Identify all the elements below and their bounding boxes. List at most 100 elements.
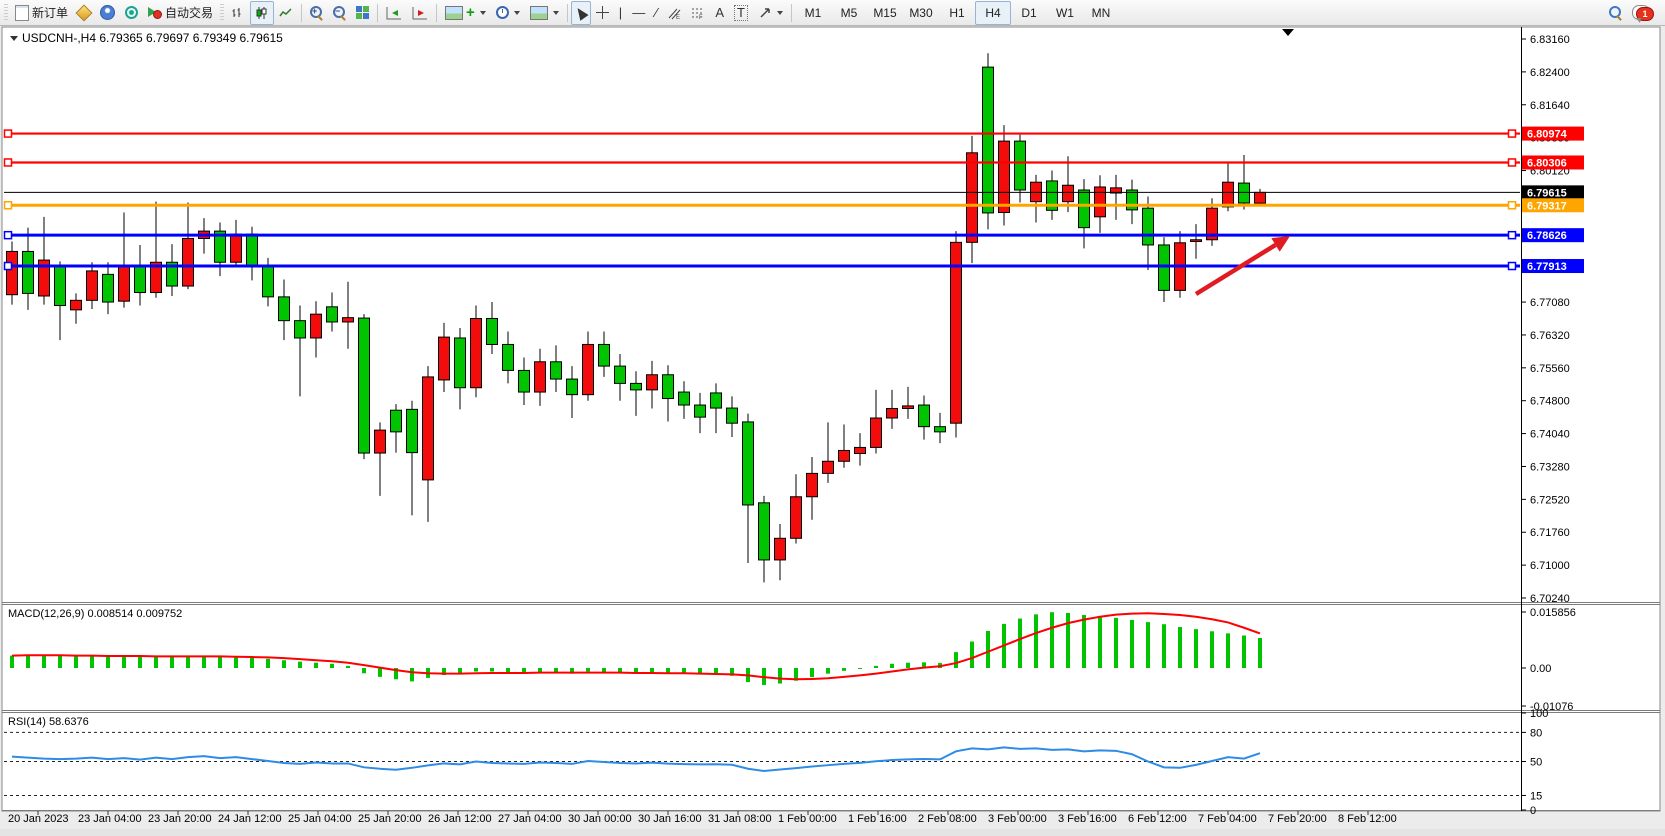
text-tool-button[interactable]: A: [710, 1, 729, 25]
market-button[interactable]: [73, 1, 95, 25]
auto-trading-button[interactable]: 自动交易: [143, 1, 218, 25]
trend-arrow-annotation[interactable]: [1194, 236, 1290, 296]
candle: [102, 273, 114, 303]
line-handle[interactable]: [3, 261, 13, 271]
line-handle[interactable]: [1507, 201, 1517, 210]
tf-button-H1[interactable]: H1: [949, 5, 965, 20]
candle: [854, 446, 866, 454]
svg-text:8 Feb 12:00: 8 Feb 12:00: [1338, 813, 1397, 825]
rsi-levels: [4, 731, 1520, 796]
periods-button[interactable]: [491, 1, 525, 25]
horizontal-line-tool-button[interactable]: —: [627, 1, 650, 25]
vertical-line-tool-button[interactable]: |: [614, 1, 627, 25]
candle: [950, 241, 962, 424]
arrow-objects-button[interactable]: [753, 1, 788, 25]
chart-shift-button[interactable]: [407, 1, 433, 25]
new-order-button[interactable]: 新订单: [10, 1, 73, 25]
line-handle[interactable]: [1507, 129, 1517, 138]
svg-text:20 Jan 2023: 20 Jan 2023: [8, 813, 69, 825]
svg-text:0: 0: [1530, 805, 1536, 817]
zoom-out-button[interactable]: −: [328, 1, 351, 25]
line-handle[interactable]: [3, 230, 13, 240]
broadcast-button[interactable]: [120, 1, 143, 25]
crosshair-tool-button[interactable]: [591, 1, 614, 25]
notification-bubble-icon: 1: [1632, 5, 1654, 23]
macd-scale[interactable]: 0.015856 0.00 -0.01076: [1521, 607, 1576, 713]
search-button[interactable]: [1604, 1, 1627, 25]
notification-badge: 1: [1636, 7, 1654, 21]
auto-scroll-button[interactable]: [381, 1, 407, 25]
tf-button-W1[interactable]: W1: [1055, 5, 1074, 20]
notifications-button[interactable]: 1: [1627, 1, 1655, 25]
svg-text:6.83160: 6.83160: [1530, 34, 1570, 46]
svg-text:3 Feb 16:00: 3 Feb 16:00: [1058, 813, 1117, 825]
zoom-in-button[interactable]: +: [305, 1, 328, 25]
svg-text:6.81640: 6.81640: [1530, 100, 1570, 112]
price-line-6.80306[interactable]: [3, 158, 1520, 167]
tile-windows-icon: [356, 6, 370, 19]
line-handle[interactable]: [3, 158, 13, 167]
tf-button-MN[interactable]: MN: [1091, 5, 1111, 20]
svg-text:24 Jan 12:00: 24 Jan 12:00: [218, 813, 282, 825]
channel-icon: E: [668, 8, 681, 20]
shift-triangle-icon[interactable]: [1282, 29, 1294, 36]
top-toolbar: 新订单 自动交易 + − + | — ∕ E F A T: [0, 0, 1665, 26]
tf-button-M5[interactable]: M5: [840, 5, 858, 20]
candlestick-icon: [256, 6, 267, 19]
candle: [870, 417, 882, 448]
templates-button[interactable]: [525, 1, 564, 25]
chart-dropdown-icon[interactable]: [10, 35, 18, 41]
svg-text:6.82400: 6.82400: [1530, 67, 1570, 79]
price-line-6.78626[interactable]: [3, 230, 1520, 240]
price-line-6.79317[interactable]: [3, 201, 1520, 210]
candle: [326, 306, 338, 323]
plus-icon: +: [466, 4, 475, 21]
add-indicator-button[interactable]: +: [440, 1, 491, 25]
candle: [1078, 189, 1090, 229]
svg-text:6.77913: 6.77913: [1527, 261, 1567, 273]
rsi-scale[interactable]: 100 80 50 15 0: [1521, 708, 1548, 817]
svg-text:2 Feb 08:00: 2 Feb 08:00: [918, 813, 977, 825]
cursor-tool-button[interactable]: [570, 0, 591, 25]
price-tag-6.79615: 6.79615: [1522, 185, 1584, 200]
line-handle[interactable]: [1507, 230, 1517, 240]
candle: [598, 343, 610, 367]
candle: [502, 343, 514, 371]
line-handle[interactable]: [3, 201, 13, 210]
price-line-6.80974[interactable]: [3, 129, 1520, 138]
price-line-6.77913[interactable]: [3, 261, 1520, 271]
candle: [758, 502, 770, 561]
candlestick-chart-button[interactable]: [250, 0, 275, 25]
price-tag-6.77913: 6.77913: [1522, 259, 1584, 274]
tf-button-M1[interactable]: M1: [804, 5, 822, 20]
line-chart-button[interactable]: [274, 1, 298, 25]
candle: [918, 404, 930, 428]
channel-tool-button[interactable]: E: [662, 1, 686, 25]
candle: [246, 233, 258, 268]
toolbar-separator: [566, 3, 568, 22]
time-axis[interactable]: 20 Jan 2023 23 Jan 04:00 23 Jan 20:00 24 Ja…: [8, 811, 1397, 825]
candle: [374, 429, 386, 454]
tf-button-M30[interactable]: M30: [909, 5, 933, 20]
tf-button-H4[interactable]: H4: [974, 0, 1011, 25]
candle: [1254, 191, 1266, 204]
community-button[interactable]: [95, 1, 120, 25]
tf-button-D1[interactable]: D1: [1021, 5, 1037, 20]
tf-button-M15[interactable]: M15: [873, 5, 897, 20]
chevron-down-icon: [776, 10, 783, 15]
bar-chart-button[interactable]: [226, 1, 250, 25]
macd-signal-line: [11, 612, 1261, 681]
label-tool-button[interactable]: T: [729, 1, 753, 25]
tile-windows-button[interactable]: [351, 1, 374, 25]
line-handle[interactable]: [3, 129, 13, 138]
trendline-tool-button[interactable]: ∕: [650, 1, 662, 25]
fibonacci-tool-button[interactable]: F: [686, 1, 710, 25]
new-order-icon: [15, 4, 29, 21]
candle: [22, 250, 34, 294]
line-handle[interactable]: [1507, 261, 1517, 271]
auto-trading-icon: [148, 6, 163, 19]
candle: [70, 299, 82, 311]
line-handle[interactable]: [1507, 158, 1517, 167]
candle: [1190, 239, 1202, 242]
